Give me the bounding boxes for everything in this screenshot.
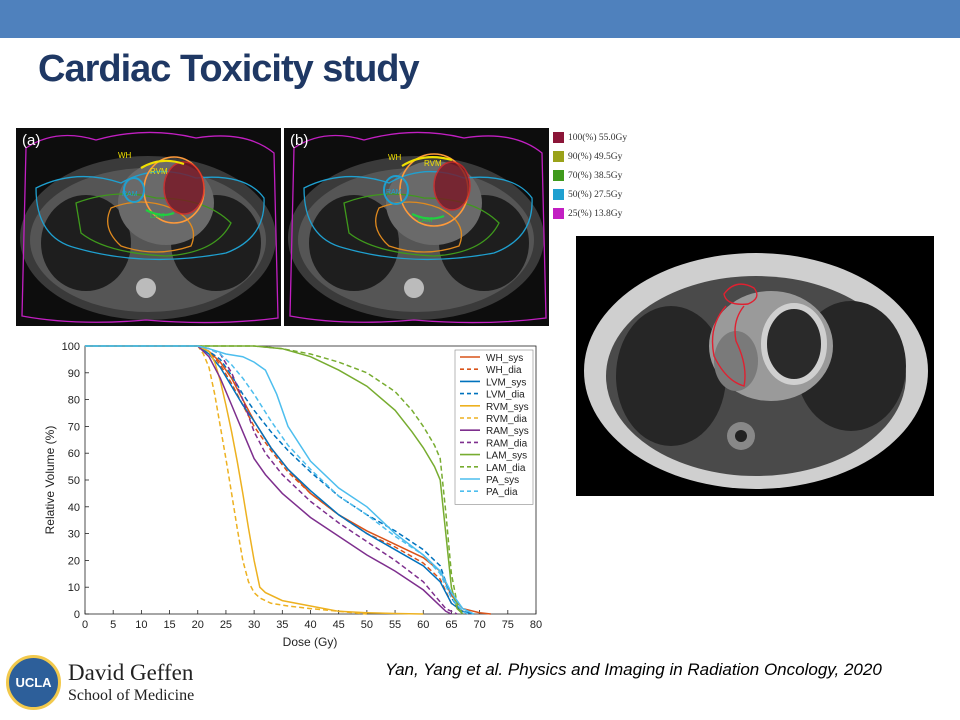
series-line-rvm-sys bbox=[85, 345, 424, 615]
x-tick-label: 35 bbox=[276, 619, 288, 631]
logo-text-line2: School of Medicine bbox=[68, 687, 195, 704]
x-tick-label: 20 bbox=[192, 619, 204, 631]
x-tick-label: 75 bbox=[502, 619, 514, 631]
mri-image bbox=[576, 236, 934, 496]
legend-label: RAM_sys bbox=[486, 426, 529, 437]
ct-panel-a: WH RVM RAM LAM (a) bbox=[16, 128, 281, 326]
ct-image-a: WH RVM RAM LAM bbox=[16, 128, 281, 326]
x-tick-label: 30 bbox=[248, 619, 260, 631]
ct-a-label-lam: LAM bbox=[150, 213, 165, 220]
legend-label: LAM_sys bbox=[486, 451, 527, 462]
isodose-legend-item: 70(%) 38.5Gy bbox=[553, 166, 643, 185]
citation-text: Yan, Yang et al. Physics and Imaging in … bbox=[385, 660, 882, 679]
ct-panel-b: WH RVM RAM LAM (b) bbox=[284, 128, 549, 326]
ct-b-label-rvm: RVM bbox=[424, 159, 442, 168]
series-line-pa-sys bbox=[85, 345, 475, 615]
series-line-lam-sys bbox=[85, 345, 464, 615]
x-tick-label: 5 bbox=[110, 619, 116, 631]
y-tick-label: 90 bbox=[68, 368, 80, 380]
y-tick-label: 40 bbox=[68, 502, 80, 514]
legend-label: WH_dia bbox=[486, 365, 522, 376]
panel-b-label: (b) bbox=[290, 132, 309, 149]
x-axis-label: Dose (Gy) bbox=[283, 635, 338, 649]
ct-b-label-ram: RAM bbox=[386, 189, 402, 196]
y-tick-label: 80 bbox=[68, 395, 80, 407]
y-tick-label: 30 bbox=[68, 529, 80, 541]
x-tick-label: 55 bbox=[389, 619, 401, 631]
x-tick-label: 50 bbox=[361, 619, 373, 631]
legend-label: LVM_sys bbox=[486, 377, 526, 388]
x-tick-label: 10 bbox=[135, 619, 147, 631]
legend-label: RAM_dia bbox=[486, 438, 528, 449]
isodose-legend: 100(%) 55.0Gy 90(%) 49.5Gy 70(%) 38.5Gy … bbox=[553, 128, 643, 223]
x-tick-label: 80 bbox=[530, 619, 542, 631]
legend-label: WH_sys bbox=[486, 353, 523, 364]
logo-text-line1: David Geffen bbox=[68, 660, 194, 685]
mri-image-graphic bbox=[576, 236, 934, 496]
x-tick-label: 60 bbox=[417, 619, 429, 631]
y-tick-label: 70 bbox=[68, 421, 80, 433]
legend-label: PA_dia bbox=[486, 487, 518, 498]
series-line-wh-dia bbox=[85, 345, 475, 615]
y-tick-label: 10 bbox=[68, 582, 80, 594]
ct-b-label-lam: LAM bbox=[418, 217, 433, 224]
legend-label: LVM_dia bbox=[486, 390, 525, 401]
ucla-seal-logo: UCLA bbox=[6, 655, 61, 710]
legend-label: PA_sys bbox=[486, 475, 519, 486]
slide-title: Cardiac Toxicity study bbox=[38, 48, 420, 90]
y-tick-label: 60 bbox=[68, 448, 80, 460]
ct-a-label-ram: RAM bbox=[122, 191, 138, 198]
y-tick-label: 20 bbox=[68, 555, 80, 567]
x-tick-label: 0 bbox=[82, 619, 88, 631]
isodose-legend-item: 50(%) 27.5Gy bbox=[553, 185, 643, 204]
isodose-legend-item: 90(%) 49.5Gy bbox=[553, 147, 643, 166]
series-line-pa-dia bbox=[85, 345, 469, 615]
dvh-chart: 0 10 20 30 40 50 60 70 80 90 100 0 5 10 15 20 25 30 35 40 4… bbox=[40, 336, 550, 652]
isodose-legend-item: 100(%) 55.0Gy bbox=[553, 128, 643, 147]
y-tick-label: 0 bbox=[74, 609, 80, 621]
legend-label: LAM_dia bbox=[486, 463, 526, 474]
isodose-legend-item: 25(%) 13.8Gy bbox=[553, 204, 643, 223]
legend-label: RVM_sys bbox=[486, 402, 529, 413]
panel-a-label: (a) bbox=[22, 132, 41, 149]
x-tick-label: 70 bbox=[474, 619, 486, 631]
series-line-lvm-sys bbox=[85, 345, 475, 615]
legend-label: RVM_dia bbox=[486, 414, 527, 425]
ct-a-label-wh: WH bbox=[118, 151, 132, 160]
y-axis-label: Relative Volume (%) bbox=[43, 426, 57, 535]
series-line-lam-dia bbox=[85, 345, 464, 615]
x-tick-label: 15 bbox=[163, 619, 175, 631]
series-line-lvm-dia bbox=[85, 345, 464, 615]
series-line-rvm-dia bbox=[85, 345, 367, 615]
ct-b-label-wh: WH bbox=[388, 153, 402, 162]
dvh-chart-svg: 0 10 20 30 40 50 60 70 80 90 100 0 5 10 15 20 25 30 35 40 4… bbox=[43, 341, 542, 649]
x-tick-label: 40 bbox=[304, 619, 316, 631]
ct-image-b: WH RVM RAM LAM bbox=[284, 128, 549, 326]
header-bar bbox=[0, 0, 960, 38]
series-line-ram-sys bbox=[85, 345, 452, 615]
y-tick-label: 100 bbox=[62, 341, 80, 353]
x-tick-label: 25 bbox=[220, 619, 232, 631]
x-tick-label: 45 bbox=[333, 619, 345, 631]
ct-a-label-rvm: RVM bbox=[150, 167, 168, 176]
x-tick-label: 65 bbox=[445, 619, 457, 631]
y-tick-label: 50 bbox=[68, 475, 80, 487]
